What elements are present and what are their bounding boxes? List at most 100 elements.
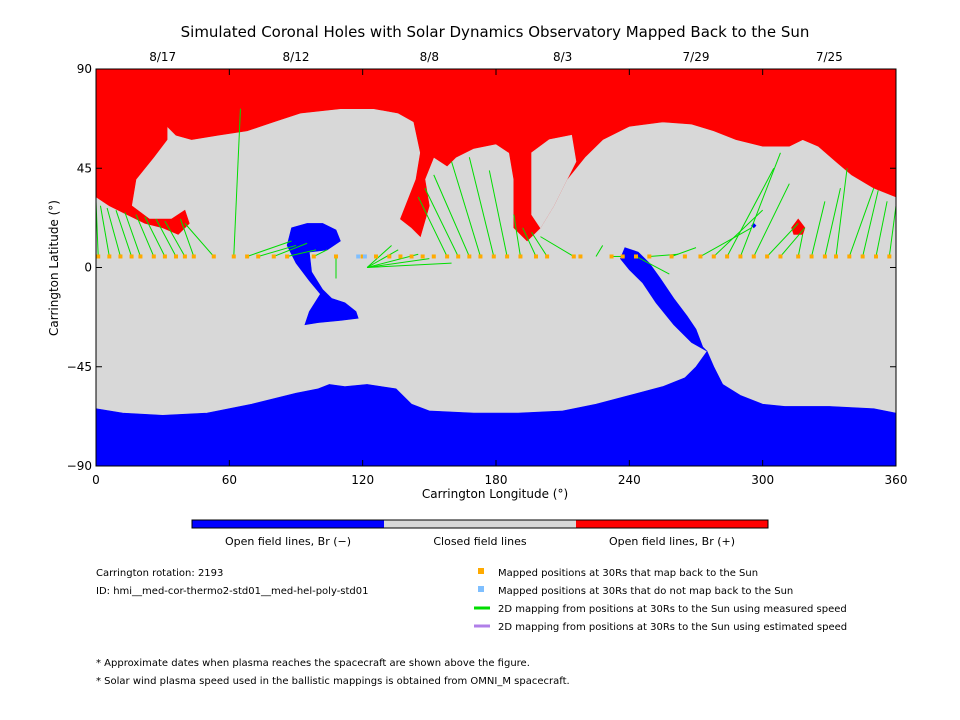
- not-mapped-point: [356, 254, 361, 259]
- mapped-back-point: [174, 254, 178, 259]
- mapped-back-point: [162, 254, 167, 259]
- legend: Mapped positions at 30Rs that map back t…: [474, 568, 847, 633]
- mapped-back-point: [738, 254, 743, 259]
- y-tick-label: −90: [67, 459, 92, 473]
- coronal-hole-regions: [95, 68, 897, 467]
- mapped-back-point: [571, 254, 576, 259]
- x-axis-label: Carrington Longitude (°): [422, 487, 568, 501]
- mapped-back-point: [834, 254, 838, 259]
- footnote-dates: * Approximate dates when plasma reaches …: [96, 658, 530, 669]
- mapped-back-point: [138, 254, 143, 259]
- negative-coronal-hole-stream: [620, 247, 708, 352]
- mapping-line: [766, 223, 799, 257]
- mapped-back-point: [860, 254, 865, 259]
- mapping-line: [451, 161, 481, 257]
- south-negative-coronal-hole: [95, 350, 897, 467]
- map-plot-area: [95, 68, 897, 467]
- mapping-line: [366, 245, 392, 268]
- legend-label: Mapped positions at 30Rs that do not map…: [498, 586, 793, 597]
- mapping-line: [739, 152, 781, 257]
- mapping-line: [797, 234, 804, 257]
- mapped-back-point: [778, 254, 783, 259]
- mapped-back-point: [231, 254, 236, 259]
- mapping-line: [273, 242, 308, 257]
- mapped-back-point: [751, 254, 756, 259]
- mapping-line: [258, 244, 297, 257]
- date-tick-label: 8/8: [420, 50, 439, 64]
- mapping-line: [811, 201, 826, 257]
- north-positive-coronal-hole: [95, 68, 897, 242]
- mapped-back-point: [409, 254, 414, 259]
- mapping-line: [115, 209, 133, 257]
- mapped-back-point: [725, 254, 730, 259]
- mapping-line: [848, 187, 875, 257]
- date-tick-label: 8/3: [553, 50, 572, 64]
- mapped-back-point: [311, 254, 316, 259]
- colorbar-label-open-negative: Open field lines, Br (−): [225, 535, 351, 548]
- mapped-back-point: [96, 254, 101, 259]
- mapping-line: [246, 240, 292, 257]
- colorbar-label-open-positive: Open field lines, Br (+): [609, 535, 735, 548]
- mapped-back-point: [505, 254, 510, 259]
- mapping-line: [531, 231, 548, 257]
- mapping-line: [522, 227, 537, 257]
- mapped-back-point: [620, 254, 625, 259]
- legend-label: 2D mapping from positions at 30Rs to the…: [498, 604, 847, 615]
- mapping-line: [367, 258, 430, 268]
- mapped-back-point: [151, 254, 156, 259]
- x-tick-label: 300: [751, 473, 774, 487]
- date-tick-label: 7/29: [683, 50, 710, 64]
- mapped-back-point: [456, 254, 461, 259]
- date-tick-label: 8/17: [149, 50, 176, 64]
- mapping-line: [468, 157, 495, 257]
- mapped-back-point: [245, 254, 250, 259]
- mapping-line: [540, 236, 575, 257]
- mapping-line: [780, 227, 806, 257]
- mapping-line: [875, 201, 888, 257]
- mapping-line: [824, 187, 841, 257]
- colorbar-frame: [191, 519, 769, 529]
- mapping-line: [424, 187, 459, 257]
- mapped-back-point: [634, 254, 638, 259]
- model-id: ID: hmi__med-cor-thermo2-std01__med-hel-…: [96, 586, 369, 597]
- mapping-line: [726, 168, 775, 257]
- mapped-back-point: [669, 254, 674, 259]
- colorbar-open-positive: [576, 520, 768, 528]
- mapped-back-point: [711, 254, 716, 259]
- mapping-line: [233, 108, 241, 257]
- footnote-speed: * Solar wind plasma speed used in the ba…: [96, 676, 570, 687]
- y-tick-label: 90: [77, 62, 92, 76]
- mapped-back-point: [107, 254, 112, 259]
- mapping-line: [595, 245, 604, 257]
- mapped-back-point: [374, 254, 378, 259]
- mapping-line: [144, 216, 166, 257]
- mapped-back-point: [191, 254, 196, 259]
- mapping-lines: [95, 108, 897, 279]
- x-tick-label: 120: [351, 473, 374, 487]
- mapped-back-point: [118, 254, 123, 259]
- mapped-back-point: [478, 254, 483, 259]
- mapping-line: [124, 212, 141, 257]
- mapping-line: [713, 209, 764, 257]
- mapped-back-point: [545, 254, 550, 259]
- mapped-back-point: [467, 254, 472, 259]
- mapping-line: [513, 214, 521, 257]
- mapping-line: [417, 196, 448, 257]
- mapping-line: [135, 214, 155, 257]
- date-tick-label: 8/12: [283, 50, 310, 64]
- mapping-line: [99, 205, 110, 257]
- not-mapped-point: [362, 254, 367, 259]
- x-axis-ticks: 0 60 120 180 240 300 360: [92, 69, 907, 487]
- legend-label: 2D mapping from positions at 30Rs to the…: [498, 622, 847, 633]
- colorbar-closed: [384, 520, 576, 528]
- mapped-back-point: [398, 254, 403, 259]
- mapping-line: [286, 249, 317, 257]
- top-date-axis: 8/17 8/12 8/8 8/3 7/29 7/25: [149, 50, 843, 73]
- legend-label: Mapped positions at 30Rs that map back t…: [498, 568, 758, 579]
- colorbar-label-closed: Closed field lines: [433, 535, 527, 548]
- mapped-back-point: [822, 254, 827, 259]
- mapping-line: [155, 218, 177, 257]
- mapping-line: [367, 262, 452, 268]
- mapped-back-point: [682, 254, 687, 259]
